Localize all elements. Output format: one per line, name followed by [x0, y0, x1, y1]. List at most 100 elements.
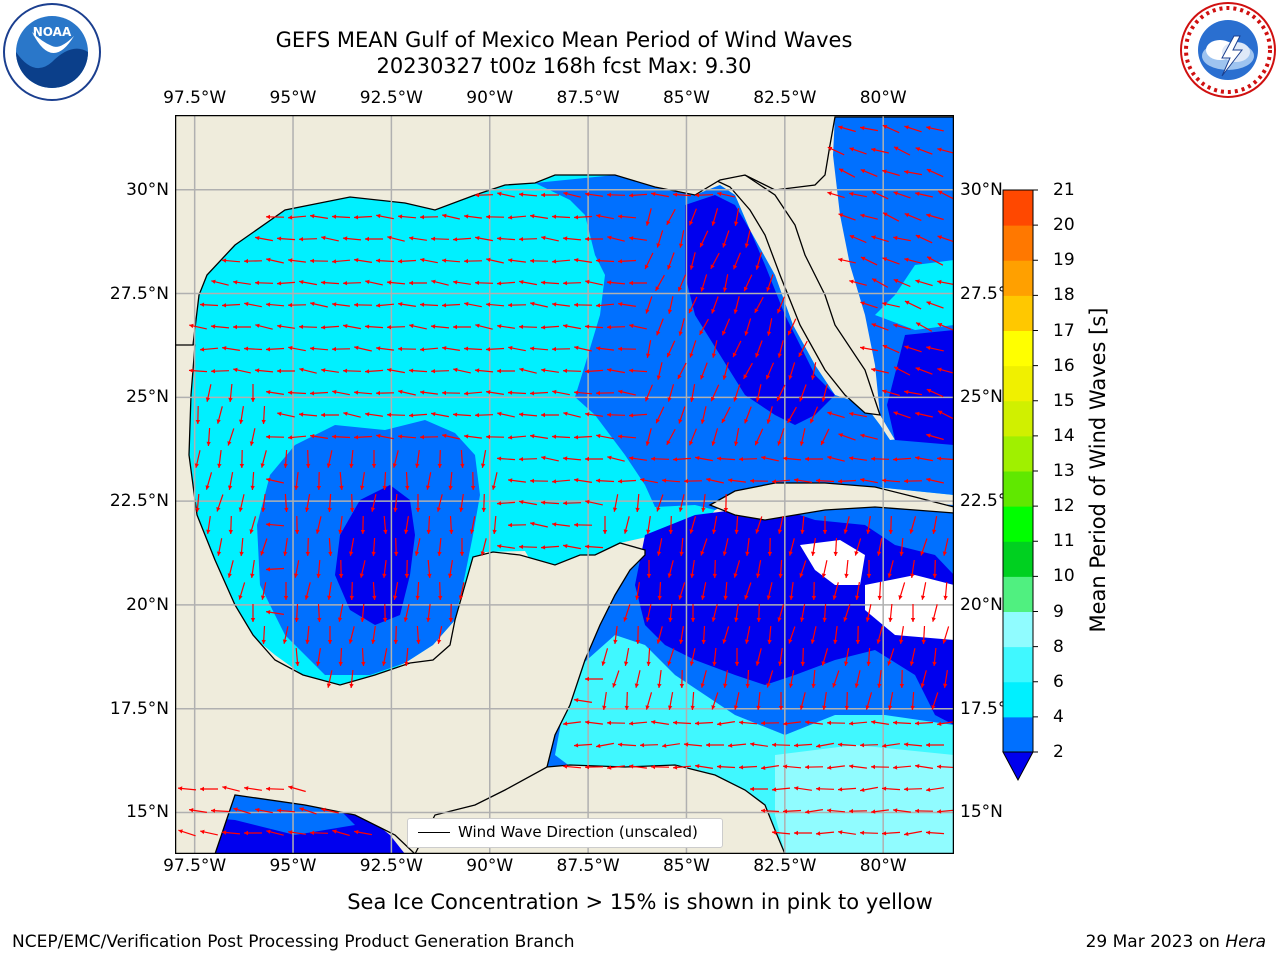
wind-arrow: [700, 538, 708, 556]
wind-arrow: [409, 236, 427, 241]
wind-arrow: [882, 344, 900, 354]
wind-arrow: [497, 544, 515, 549]
graticule: [175, 115, 954, 854]
wind-arrow: [552, 522, 570, 527]
wind-arrow: [820, 428, 830, 446]
wind-arrow: [607, 455, 625, 462]
wind-arrow: [419, 214, 439, 220]
wind-arrow: [777, 296, 785, 314]
wind-arrow: [882, 257, 900, 265]
wind-arrow: [805, 720, 823, 725]
wind-arrow: [430, 324, 450, 329]
wind-arrow: [327, 493, 332, 513]
wind-arrow: [332, 389, 350, 396]
colorbar-tick-label: 9: [1053, 601, 1064, 622]
wind-arrow: [668, 691, 674, 711]
wind-arrow: [744, 582, 752, 600]
wind-arrow: [228, 515, 233, 535]
wind-arrow: [644, 252, 654, 270]
colorbar-tick-label: 20: [1053, 215, 1075, 236]
wind-arrow: [650, 764, 670, 770]
wind-arrow: [689, 340, 697, 358]
wind-arrow: [276, 281, 296, 286]
wind-arrow: [903, 170, 923, 176]
wind-arrow: [409, 323, 427, 330]
wind-arrow: [563, 721, 581, 726]
north-coast-land: [175, 115, 954, 346]
wind-arrow: [694, 456, 714, 462]
wind-arrow: [805, 456, 823, 462]
wind-arrow: [331, 214, 351, 219]
wind-arrow: [700, 582, 707, 600]
wind-arrow: [200, 829, 218, 836]
wind-arrow: [573, 390, 593, 395]
wind-arrow: [585, 279, 603, 286]
wind-arrow: [849, 764, 867, 769]
wind-arrow: [239, 406, 244, 424]
wind-arrow: [206, 516, 211, 534]
wind-arrow: [298, 280, 318, 286]
wind-arrow: [743, 362, 753, 380]
wind-arrow: [365, 279, 383, 286]
wind-arrow: [694, 193, 714, 198]
wind-arrow: [904, 257, 922, 264]
wind-arrow: [360, 515, 366, 535]
wind-arrow: [530, 521, 548, 528]
wind-arrow: [822, 516, 828, 534]
wind-arrow: [541, 368, 559, 373]
colorbar-segment: [1003, 225, 1033, 261]
wind-arrow: [238, 582, 246, 600]
wind-arrow: [349, 581, 354, 601]
wind-arrow: [460, 449, 465, 469]
wind-arrow: [387, 235, 405, 242]
wind-arrow: [430, 412, 450, 418]
wind-arrow: [915, 191, 933, 198]
wind-arrow: [321, 807, 339, 814]
wind-arrow: [743, 274, 753, 292]
wind-arrow: [799, 384, 807, 402]
wind-arrow: [574, 478, 592, 483]
wind-arrow: [353, 830, 373, 836]
wind-arrow: [551, 434, 571, 439]
wind-arrow: [353, 215, 373, 220]
wind-arrow: [266, 829, 284, 836]
wind-arrow: [206, 427, 211, 447]
wind-arrow: [849, 234, 867, 244]
wind-arrow: [585, 236, 603, 242]
wind-arrow: [420, 257, 438, 264]
wind-arrow: [386, 412, 406, 417]
wind-arrow: [860, 213, 878, 220]
wind-arrow: [492, 515, 497, 535]
lon-label-top: 85°W: [662, 88, 710, 108]
wind-arrow: [228, 383, 233, 403]
lon-label-bottom: 87.5°W: [556, 856, 620, 876]
wind-arrow: [815, 742, 835, 748]
wind-arrow: [364, 369, 384, 374]
wind-arrow: [315, 516, 322, 534]
wind-arrow: [799, 428, 806, 446]
wind-arrow: [888, 603, 893, 623]
wind-arrow: [672, 457, 692, 462]
wind-arrow: [392, 450, 399, 468]
wind-arrow: [904, 125, 922, 133]
wind-arrow: [904, 345, 922, 353]
wind-arrow: [909, 516, 917, 534]
wind-arrow: [442, 433, 460, 440]
wind-arrow: [250, 471, 255, 491]
footer-date-text: 29 Mar 2023 on: [1085, 932, 1226, 952]
wind-arrow: [887, 560, 894, 578]
lat-label-left: 27.5°N: [109, 283, 169, 304]
wind-arrow: [909, 648, 916, 666]
wind-arrow: [871, 278, 889, 288]
wind-arrow: [375, 303, 395, 308]
wind-arrow: [238, 494, 245, 512]
wind-arrow: [607, 765, 625, 770]
wind-arrow: [585, 412, 603, 417]
wind-arrow: [761, 455, 779, 462]
lat-label-right: 30°N: [960, 179, 1003, 200]
wind-arrow: [893, 191, 911, 199]
wind-arrow: [738, 457, 758, 462]
wind-arrow: [937, 190, 954, 200]
wind-arrow: [860, 256, 878, 266]
wind-arrow: [295, 647, 300, 667]
